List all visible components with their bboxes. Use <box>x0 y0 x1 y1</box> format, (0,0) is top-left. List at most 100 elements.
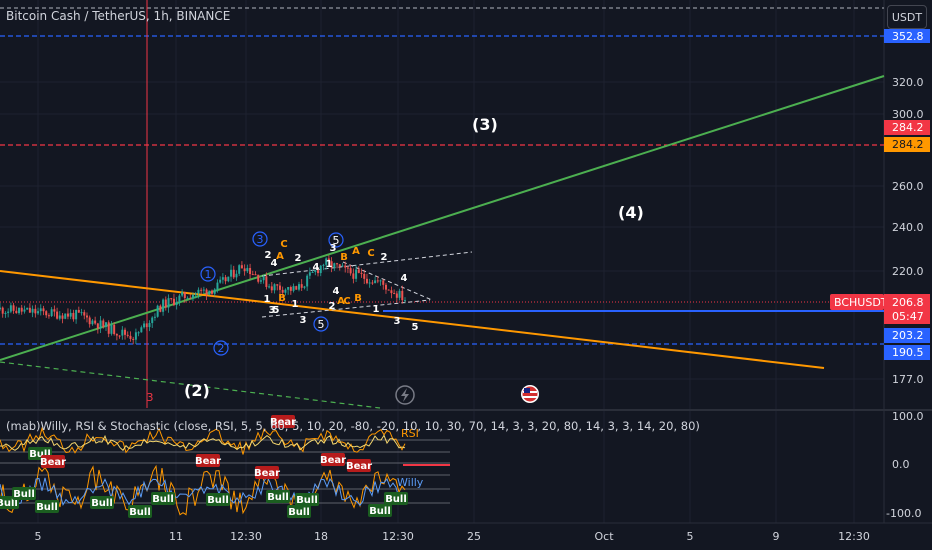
candle-body <box>20 307 23 312</box>
candle-body <box>134 332 137 340</box>
green-dashed-line[interactable] <box>0 361 381 409</box>
candle-body <box>292 286 295 291</box>
bear-tag <box>196 454 220 467</box>
candle-body <box>132 338 135 340</box>
candle-body <box>240 265 243 269</box>
bull-tag-text: Bull <box>369 506 391 517</box>
price-badges: 352.8 284.2 284.2 BCHUSDT 206.8 05:47 20… <box>830 29 930 360</box>
candle-body <box>148 323 151 328</box>
badge-190-bg <box>884 345 930 360</box>
bull-tag <box>128 505 152 518</box>
candle-body <box>0 307 1 310</box>
candle-body <box>322 264 325 266</box>
white-dashed-top[interactable] <box>342 261 433 301</box>
indicator-title[interactable]: (mab)Willy, RSI & Stochastic (close, RSI… <box>6 419 700 433</box>
abc-b2: B <box>340 252 348 263</box>
candle-body <box>50 309 53 317</box>
candle-body <box>75 310 78 320</box>
candle-body <box>102 320 105 327</box>
candle-body <box>368 282 371 284</box>
candle-body <box>77 310 80 313</box>
time-axis[interactable]: 5 11 12:30 18 12:30 25 Oct 5 9 12:30 <box>35 530 870 543</box>
minor-1b: 1 <box>326 259 333 270</box>
candle-body <box>91 320 94 325</box>
currency-button[interactable]: USDT <box>887 5 927 29</box>
candle-body <box>303 286 306 288</box>
bull-tag <box>206 493 230 506</box>
candle-body <box>53 309 56 312</box>
candle-body <box>191 294 194 299</box>
bull-tag <box>287 505 311 518</box>
candle-body <box>259 280 262 282</box>
candle-body <box>327 258 330 262</box>
price-tick: 240.0 <box>892 221 924 234</box>
price-tick: 220.0 <box>892 265 924 278</box>
bear-tag-text: Bear <box>346 461 372 472</box>
candle-body <box>107 322 110 334</box>
circle-wave-3-text: 3 <box>257 233 264 246</box>
bear-tag <box>347 459 371 472</box>
candle-body <box>224 277 227 282</box>
bull-tag <box>368 504 392 517</box>
badge-190: 190.5 <box>892 346 924 359</box>
candle-body <box>349 268 352 274</box>
price-tick: 320.0 <box>892 76 924 89</box>
candle-body <box>336 263 339 265</box>
time-tick: 25 <box>467 530 481 543</box>
candle-body <box>64 313 67 319</box>
candle-body <box>390 290 393 294</box>
price-axis[interactable]: 320.0 300.0 260.0 240.0 220.0 177.0 100.… <box>886 76 924 520</box>
candle-body <box>308 272 311 276</box>
candle-body <box>151 317 154 324</box>
candle-body <box>393 293 396 295</box>
candle-body <box>94 320 97 324</box>
badge-284-red-bg <box>884 120 930 135</box>
lightning-icon[interactable] <box>395 385 415 405</box>
minor-5b: 5 <box>412 322 419 333</box>
candle-body <box>257 274 260 282</box>
candle-body <box>137 332 140 334</box>
candle-body <box>382 280 385 285</box>
candle-body <box>18 307 21 314</box>
candle-body <box>156 305 159 317</box>
us-flag-icon[interactable] <box>521 385 539 403</box>
white-dashed-upper[interactable] <box>261 251 473 277</box>
time-tick: 18 <box>314 530 328 543</box>
candle-body <box>80 312 83 314</box>
candle-body <box>140 327 143 333</box>
candle-body <box>221 277 224 280</box>
candle-body <box>211 290 214 294</box>
candle-body <box>170 298 173 300</box>
minor-2d: 2 <box>381 252 388 263</box>
symbol-title[interactable]: Bitcoin Cash / TetherUS, 1h, BINANCE <box>6 9 231 23</box>
candle-body <box>1 307 4 314</box>
bull-tag <box>295 493 319 506</box>
candle-body <box>238 265 241 274</box>
minor-1a: 1 <box>264 294 271 305</box>
badge-203: 203.2 <box>892 329 924 342</box>
willy-signal <box>0 475 406 507</box>
badge-countdown: 05:47 <box>892 310 924 323</box>
candle-body <box>333 263 336 268</box>
orange-trendline[interactable] <box>0 270 825 369</box>
badge-352-bg <box>884 29 930 43</box>
candle-body <box>99 320 102 329</box>
candle-body <box>58 315 61 319</box>
minor-2c: 2 <box>329 301 336 312</box>
candle-body <box>297 284 300 290</box>
candle-body <box>181 292 184 296</box>
candle-body <box>197 289 200 294</box>
green-trendline[interactable] <box>0 75 885 361</box>
candle-body <box>404 300 406 302</box>
circle-wave-5b-text: 5 <box>318 318 325 331</box>
circle-wave-5a-text: 5 <box>333 234 340 247</box>
time-tick: 12:30 <box>382 530 414 543</box>
candle-body <box>374 280 377 284</box>
candle-body <box>37 311 40 314</box>
rsi-signal <box>0 434 406 452</box>
symbol-label: BCHUSDT <box>834 296 888 309</box>
candle-body <box>28 307 31 313</box>
indicator-tick: -100.0 <box>886 507 921 520</box>
